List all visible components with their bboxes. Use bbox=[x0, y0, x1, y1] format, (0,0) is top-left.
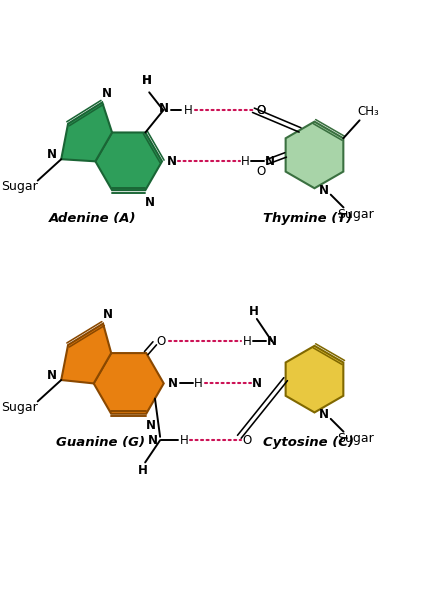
Text: N: N bbox=[166, 155, 176, 168]
Text: N: N bbox=[168, 377, 178, 390]
Text: H: H bbox=[142, 74, 152, 87]
Text: Adenine (A): Adenine (A) bbox=[49, 213, 136, 225]
Text: H: H bbox=[249, 305, 259, 318]
Polygon shape bbox=[285, 346, 343, 412]
Text: O: O bbox=[257, 164, 266, 178]
Text: N: N bbox=[103, 308, 113, 321]
Text: H: H bbox=[241, 155, 250, 168]
Text: N: N bbox=[265, 155, 275, 168]
Text: N: N bbox=[147, 419, 156, 432]
Text: CH₃: CH₃ bbox=[357, 105, 379, 118]
Text: N: N bbox=[145, 195, 155, 209]
Text: N: N bbox=[267, 334, 277, 347]
Text: Guanine (G): Guanine (G) bbox=[56, 436, 146, 449]
Text: Sugar: Sugar bbox=[337, 208, 373, 221]
Text: H: H bbox=[242, 334, 251, 347]
Polygon shape bbox=[95, 132, 162, 190]
Text: H: H bbox=[138, 464, 148, 477]
Text: N: N bbox=[103, 86, 112, 100]
Text: O: O bbox=[257, 104, 266, 117]
Text: N: N bbox=[47, 370, 57, 382]
Text: H: H bbox=[194, 377, 203, 390]
Text: O: O bbox=[257, 104, 266, 117]
Text: H: H bbox=[142, 74, 152, 87]
Text: Thymine (T): Thymine (T) bbox=[263, 213, 353, 225]
Text: Sugar: Sugar bbox=[1, 401, 38, 414]
Text: N: N bbox=[319, 184, 329, 197]
Text: N: N bbox=[159, 102, 169, 115]
Text: O: O bbox=[242, 434, 252, 447]
Text: N: N bbox=[252, 377, 262, 390]
Polygon shape bbox=[285, 122, 343, 188]
Text: N: N bbox=[148, 434, 158, 447]
Text: Cytosine (C): Cytosine (C) bbox=[262, 436, 353, 449]
Polygon shape bbox=[61, 324, 111, 383]
Text: Sugar: Sugar bbox=[1, 181, 38, 194]
Text: N: N bbox=[47, 148, 57, 162]
Text: O: O bbox=[157, 334, 166, 347]
Text: N: N bbox=[319, 408, 329, 421]
Text: H: H bbox=[180, 434, 188, 447]
Polygon shape bbox=[94, 353, 164, 414]
Polygon shape bbox=[61, 103, 112, 162]
Text: Sugar: Sugar bbox=[337, 433, 373, 445]
Text: H: H bbox=[184, 104, 193, 117]
